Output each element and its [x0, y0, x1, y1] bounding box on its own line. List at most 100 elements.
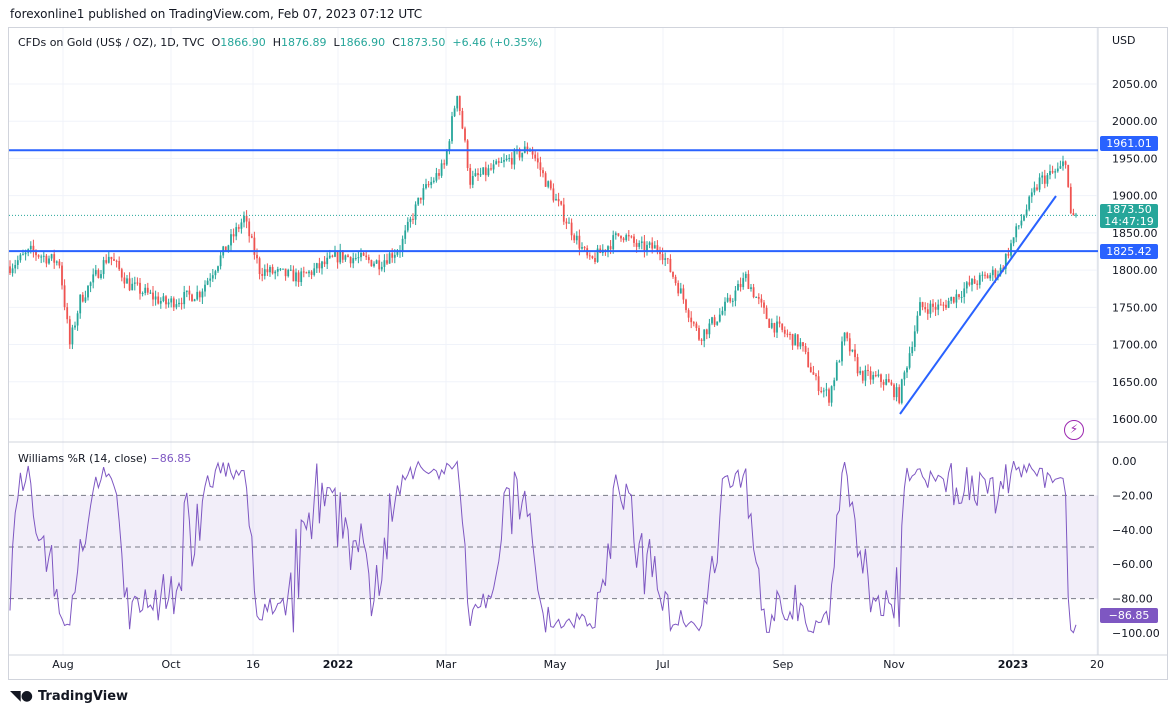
candle-body — [89, 282, 92, 286]
candle-body — [126, 278, 128, 284]
candle-body — [469, 167, 472, 185]
candle-body — [1033, 187, 1036, 193]
candle-body — [451, 116, 453, 142]
candle-body — [479, 174, 482, 176]
candle-body — [430, 181, 433, 185]
candle-body — [365, 255, 368, 258]
candle-body — [144, 287, 147, 293]
candle-body — [477, 173, 479, 176]
candle-body — [53, 254, 56, 263]
candle-body — [391, 253, 394, 258]
candle-body — [885, 379, 888, 385]
candle-body — [783, 329, 786, 334]
candle-body — [578, 235, 581, 249]
candle-body — [999, 267, 1002, 275]
candle-body — [211, 275, 214, 279]
candle-body — [539, 162, 542, 171]
candle-body — [760, 298, 763, 303]
candle-body — [256, 254, 258, 259]
price-tick: 1950.00 — [1112, 152, 1158, 165]
indicator-legend: Williams %R (14, close) −86.85 — [18, 452, 191, 465]
candle-body — [812, 372, 815, 375]
candle-body — [367, 257, 370, 261]
candle-body — [591, 256, 594, 259]
candle-body — [336, 252, 339, 263]
candle-body — [544, 173, 547, 187]
candle-body — [84, 297, 87, 302]
tradingview-logo[interactable]: ◥● TradingView — [10, 688, 128, 704]
candle-body — [354, 258, 357, 260]
candle-body — [638, 243, 641, 247]
candle-body — [802, 342, 804, 347]
candle-body — [269, 266, 271, 273]
candle-body — [700, 339, 703, 341]
chart-frame[interactable] — [8, 27, 1168, 680]
candle-body — [789, 333, 791, 335]
candle-body — [661, 254, 664, 260]
candle-body — [742, 278, 745, 288]
candle-body — [97, 270, 100, 279]
candle-body — [484, 167, 487, 176]
candle-body — [807, 351, 810, 368]
candle-body — [232, 234, 235, 237]
candle-body — [404, 230, 407, 239]
candle-body — [952, 296, 955, 303]
price-tick: 1750.00 — [1112, 301, 1158, 314]
candle-body — [500, 161, 503, 163]
candle-body — [152, 292, 154, 300]
candle-body — [282, 268, 284, 270]
candle-body — [825, 389, 828, 391]
candle-body — [178, 302, 180, 305]
candle-body — [61, 265, 63, 286]
candle-body — [412, 218, 414, 220]
candle-body — [464, 128, 466, 141]
time-tick: 20 — [1090, 658, 1104, 671]
candle-body — [620, 235, 622, 239]
candle-body — [659, 250, 661, 255]
candle-body — [565, 221, 568, 224]
candle-body — [614, 233, 617, 236]
candle-body — [945, 304, 947, 308]
candle-body — [755, 296, 758, 298]
candle-body — [822, 390, 825, 392]
candle-body — [393, 254, 396, 258]
candle-body — [835, 362, 838, 381]
candle-body — [1036, 187, 1038, 190]
candle-body — [315, 263, 318, 269]
candle-body — [378, 260, 381, 270]
candle-body — [409, 218, 412, 222]
candle-body — [29, 245, 32, 250]
candle-body — [856, 357, 859, 374]
candle-body — [570, 222, 573, 236]
candle-body — [695, 323, 698, 329]
candle-body — [154, 296, 157, 300]
candle-body — [71, 327, 74, 345]
candle-body — [872, 374, 875, 380]
candle-body — [739, 283, 742, 288]
candle-body — [1012, 237, 1015, 244]
candle-body — [1064, 161, 1067, 165]
candle-body — [919, 302, 921, 316]
candle-body — [295, 272, 297, 282]
candle-body — [859, 371, 862, 374]
candle-body — [240, 222, 243, 229]
candle-body — [1054, 171, 1057, 173]
candle-body — [776, 321, 778, 333]
candle-body — [581, 247, 583, 249]
candle-body — [557, 198, 560, 202]
candle-body — [448, 141, 451, 151]
candle-body — [726, 297, 729, 302]
candle-body — [786, 333, 789, 335]
candle-body — [170, 298, 173, 303]
candle-body — [474, 173, 477, 177]
candle-body — [737, 283, 739, 291]
candle-body — [157, 296, 160, 304]
candle-body — [308, 271, 310, 274]
candle-body — [209, 278, 212, 281]
lightning-icon[interactable]: ⚡ — [1064, 420, 1084, 440]
high-value: 1876.89 — [281, 36, 327, 49]
candle-body — [1075, 214, 1077, 216]
candle-body — [146, 287, 149, 293]
symbol-name: CFDs on Gold (US$ / OZ), 1D, TVC — [18, 36, 205, 49]
